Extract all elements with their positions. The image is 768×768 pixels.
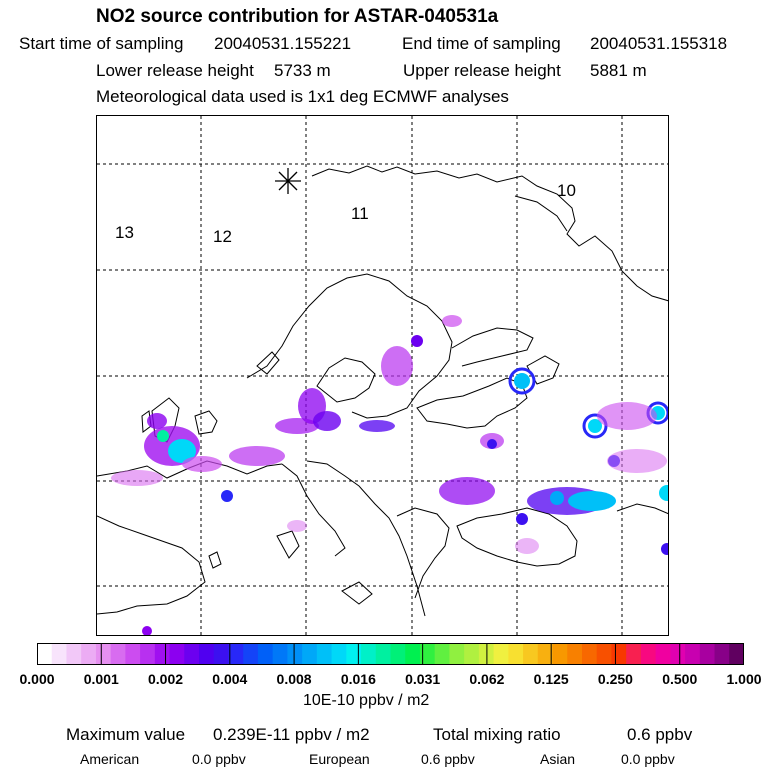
colorbar-swatch xyxy=(228,643,244,665)
colorbar-swatch xyxy=(464,643,480,665)
colorbar-swatch xyxy=(316,643,333,665)
colorbar-tick-label: 0.001 xyxy=(83,671,119,687)
colorbar-swatch xyxy=(405,643,421,665)
colorbar-swatch xyxy=(51,643,67,665)
region-american-label: American xyxy=(80,751,140,767)
meteo-data-note: Meteorological data used is 1x1 deg ECMW… xyxy=(96,87,509,106)
colorbar-swatch xyxy=(37,643,53,665)
colorbar-swatch xyxy=(140,643,156,665)
day-label-13: 13 xyxy=(115,223,134,242)
total-mixing-value: 0.6 ppbv xyxy=(627,725,693,744)
colorbar-tick-label: 0.031 xyxy=(405,671,441,687)
end-time-label: End time of sampling xyxy=(402,34,561,53)
colorbar-swatch xyxy=(375,643,391,665)
colorbar-swatch xyxy=(581,643,598,665)
colorbar-border xyxy=(37,643,744,665)
colorbar-swatch xyxy=(110,643,126,665)
colorbar-swatch xyxy=(154,643,171,665)
colorbar-swatch xyxy=(640,643,657,665)
colorbar-swatch xyxy=(537,643,554,665)
colorbar-swatch xyxy=(272,643,288,665)
region-asian-value: 0.0 ppbv xyxy=(621,751,675,767)
coastlines xyxy=(97,165,668,617)
colorbar-swatch xyxy=(184,643,200,665)
colorbar-swatch xyxy=(523,643,539,665)
colorbar-swatch xyxy=(596,643,612,665)
colorbar-swatch xyxy=(169,643,185,665)
colorbar-swatch xyxy=(626,643,642,665)
colorbar-tick-label: 0.000 xyxy=(19,671,55,687)
end-time-value: 20040531.155318 xyxy=(590,34,728,53)
colorbar-swatch xyxy=(434,643,450,665)
colorbar-swatch xyxy=(213,643,229,665)
day-label-12: 12 xyxy=(213,227,232,246)
plot-title: NO2 source contribution for ASTAR-040531… xyxy=(96,6,499,27)
colorbar-tick-label: 0.062 xyxy=(469,671,505,687)
colorbar-tick-label: 0.008 xyxy=(276,671,312,687)
colorbar-tick-label: 0.250 xyxy=(597,671,633,687)
colorbar-swatch xyxy=(567,643,583,665)
colorbar-swatch xyxy=(449,643,465,665)
region-european-label: European xyxy=(309,751,370,767)
colorbar-swatch xyxy=(331,643,347,665)
no2-contribution-field xyxy=(111,315,668,635)
colorbar-swatch xyxy=(390,643,406,665)
colorbar-swatch xyxy=(729,643,744,665)
colorbar-tick-label: 1.000 xyxy=(726,671,762,687)
lat-lon-grid xyxy=(97,116,668,635)
colorbar-swatch xyxy=(670,643,686,665)
colorbar-swatch xyxy=(257,643,274,665)
map-panel: 13 12 11 10 xyxy=(96,115,669,636)
colorbar-swatch xyxy=(95,643,112,665)
colorbar-tick-label: 0.002 xyxy=(148,671,184,687)
colorbar-swatch xyxy=(199,643,215,665)
colorbar-tick-label: 0.125 xyxy=(533,671,569,687)
colorbar-tick-label: 0.500 xyxy=(662,671,698,687)
region-european-value: 0.6 ppbv xyxy=(421,751,475,767)
day-label-10: 10 xyxy=(557,181,576,200)
colorbar-swatch xyxy=(419,643,436,665)
start-time-value: 20040531.155221 xyxy=(214,34,352,53)
colorbar-swatch xyxy=(685,643,701,665)
region-asian-label: Asian xyxy=(540,751,576,767)
colorbar-swatch xyxy=(508,643,524,665)
total-mixing-label: Total mixing ratio xyxy=(433,725,561,744)
colorbar-swatch xyxy=(552,643,568,665)
asterisk-icon xyxy=(275,168,301,194)
colorbar-swatch xyxy=(611,643,627,665)
colorbar-swatch xyxy=(243,643,259,665)
day-label-11: 11 xyxy=(351,204,369,223)
colorbar-swatch xyxy=(287,643,303,665)
max-value: 0.239E-11 ppbv / m2 xyxy=(213,725,370,744)
region-american-value: 0.0 ppbv xyxy=(192,751,246,767)
colorbar-swatch xyxy=(346,643,362,665)
colorbar-swatch xyxy=(699,643,716,665)
max-value-label: Maximum value xyxy=(66,725,186,744)
colorbar-swatch xyxy=(66,643,82,665)
lower-height-value: 5733 m xyxy=(274,61,331,80)
colorbar-swatch xyxy=(302,643,318,665)
colorbar-units: 10E-10 ppbv / m2 xyxy=(303,692,430,709)
colorbar-tick-label: 0.016 xyxy=(340,671,376,687)
colorbar-swatch xyxy=(655,643,671,665)
map-canvas: 13 12 11 10 xyxy=(97,116,668,635)
upper-height-value: 5881 m xyxy=(590,61,647,80)
colorbar-swatch xyxy=(714,643,730,665)
colorbar-tick-label: 0.004 xyxy=(212,671,248,687)
colorbar xyxy=(37,643,744,665)
colorbar-swatch xyxy=(125,643,141,665)
upper-height-label: Upper release height xyxy=(403,61,561,80)
colorbar-swatch xyxy=(361,643,377,665)
colorbar-swatch xyxy=(81,643,97,665)
colorbar-swatch xyxy=(493,643,509,665)
start-time-label: Start time of sampling xyxy=(19,34,184,53)
lower-height-label: Lower release height xyxy=(96,61,254,80)
